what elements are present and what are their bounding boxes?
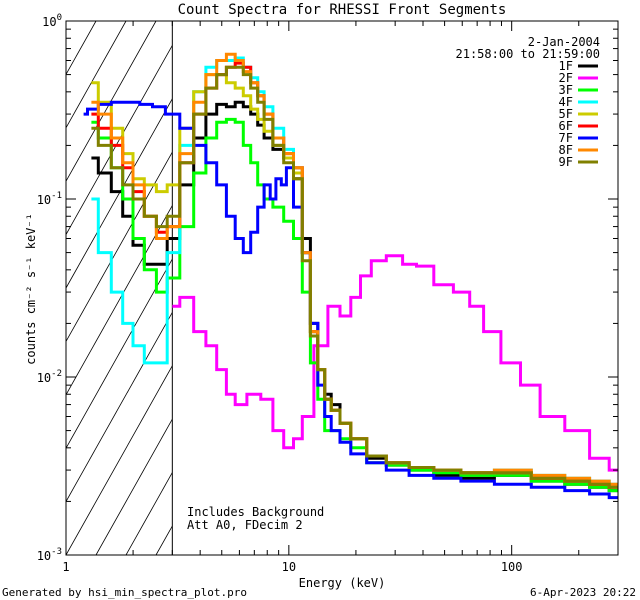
hatch-line xyxy=(66,44,173,236)
annotation-attenuator: Att A0, FDecim 2 xyxy=(187,518,303,532)
legend-label-9F: 9F xyxy=(559,155,573,169)
footer-generated-by: Generated by hsi_min_spectra_plot.pro xyxy=(2,586,247,599)
annotation-background: Includes Background xyxy=(187,505,324,519)
y-tick-label: 10-2 xyxy=(37,369,62,385)
footer-timestamp: 6-Apr-2023 20:22 xyxy=(530,586,636,599)
y-tick-label: 100 xyxy=(42,13,62,29)
x-tick-label: 1 xyxy=(62,560,69,574)
hatch-line xyxy=(66,204,173,396)
hatch-line xyxy=(66,364,173,555)
time-range-label: 21:58:00 to 21:59:00 xyxy=(456,47,601,61)
plot-frame xyxy=(65,20,619,556)
legend-label-2F: 2F xyxy=(559,71,573,85)
x-tick-label: 100 xyxy=(501,560,523,574)
series-line-7F xyxy=(83,100,618,500)
hatch-line xyxy=(95,418,173,555)
hatch-line xyxy=(66,311,173,503)
chart-title: Count Spectra for RHESSI Front Segments xyxy=(178,2,507,18)
legend-label-1F: 1F xyxy=(559,59,573,73)
hatch-line xyxy=(66,21,157,183)
legend-label-3F: 3F xyxy=(559,83,573,97)
legend-label-4F: 4F xyxy=(559,95,573,109)
x-axis-label: Energy (keV) xyxy=(299,576,386,590)
series-line-9F xyxy=(91,65,618,489)
legend-label-6F: 6F xyxy=(559,119,573,133)
hatch-line xyxy=(66,151,173,343)
axis-ticks: 1 10 100 10-3 10-2 10-1 100 xyxy=(37,13,619,574)
y-axis-label: counts cm⁻² s⁻¹ keV⁻¹ xyxy=(24,213,38,365)
series-group xyxy=(83,52,618,500)
series-line-3F xyxy=(91,117,618,493)
legend-label-7F: 7F xyxy=(559,131,573,145)
series-line-2F xyxy=(172,254,618,472)
legend-label-5F: 5F xyxy=(559,107,573,121)
hatch-line xyxy=(66,21,127,129)
y-tick-label: 10-1 xyxy=(37,191,62,207)
legend-label-8F: 8F xyxy=(559,143,573,157)
x-tick-label: 10 xyxy=(282,560,296,574)
y-tick-label: 10-3 xyxy=(37,547,62,563)
date-label: 2-Jan-2004 xyxy=(528,35,600,49)
